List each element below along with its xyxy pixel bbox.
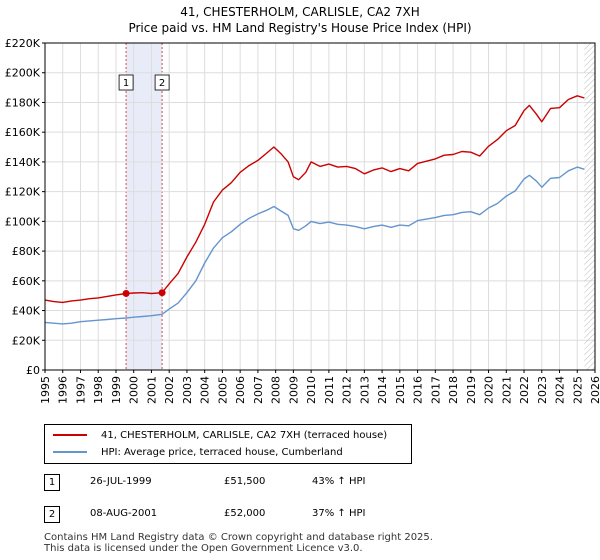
y-tick-label: £180K [5, 96, 41, 109]
sale-point [122, 289, 130, 297]
y-tick-label: £140K [5, 156, 41, 169]
x-tick-label: 2004 [199, 376, 212, 404]
footer-licence: This data is licensed under the Open Gov… [44, 543, 363, 554]
y-tick-label: £20K [12, 334, 41, 347]
x-tick-label: 2000 [128, 376, 141, 404]
x-tick-label: 2005 [216, 376, 229, 404]
forecast-hatch [584, 43, 595, 370]
legend-swatch-hpi [53, 451, 87, 453]
y-tick-label: £160K [5, 126, 41, 139]
x-tick-label: 2021 [500, 376, 513, 404]
x-tick-label: 2003 [181, 376, 194, 404]
sale-date: 08-AUG-2001 [90, 508, 158, 519]
x-tick-label: 1995 [39, 376, 52, 404]
y-tick-label: £60K [12, 275, 41, 288]
x-tick-label: 1996 [57, 376, 70, 404]
footer-copyright: Contains HM Land Registry data © Crown c… [44, 532, 433, 543]
x-tick-label: 2019 [465, 376, 478, 404]
sale-point [158, 289, 166, 297]
x-tick-label: 2001 [145, 376, 158, 404]
x-tick-label: 1997 [74, 376, 87, 404]
x-tick-label: 2011 [323, 376, 336, 404]
x-tick-label: 2018 [447, 376, 460, 404]
chart-title-line2: Price paid vs. HM Land Registry's House … [128, 21, 472, 35]
legend-item-property: 41, CHESTERHOLM, CARLISLE, CA2 7XH (terr… [53, 428, 387, 442]
sale-hpi-change: 37% ↑ HPI [312, 508, 366, 519]
chart-plot: 1 2 £0 £20K £40K £60K £80K £100K £120K £140K £160… [5, 37, 600, 404]
x-tick-label: 2024 [554, 376, 567, 404]
x-tick-label: 2025 [571, 376, 584, 404]
x-tick-label: 2014 [376, 376, 389, 404]
legend-label-hpi: HPI: Average price, terraced house, Cumb… [101, 446, 343, 458]
chart-title-line1: 41, CHESTERHOLM, CARLISLE, CA2 7XH [180, 5, 420, 19]
legend: 41, CHESTERHOLM, CARLISLE, CA2 7XH (terr… [44, 424, 412, 464]
x-tick-label: 2007 [252, 376, 265, 404]
sale-price: £52,000 [224, 508, 266, 519]
sale-label-box [118, 74, 134, 91]
sale-label-box [154, 74, 170, 91]
y-tick-label: £0 [26, 364, 40, 377]
sale-row: 2 08-AUG-2001 £52,000 37% ↑ HPI [44, 506, 444, 524]
x-tick-label: 2020 [483, 376, 496, 404]
x-tick-label: 2009 [287, 376, 300, 404]
x-tick-label: 1999 [110, 376, 123, 404]
y-tick-label: £220K [5, 37, 41, 50]
x-tick-label: 2006 [234, 376, 247, 404]
sale-date: 26-JUL-1999 [90, 476, 152, 487]
plot-frame [44, 42, 596, 371]
sale-number-badge: 2 [44, 506, 60, 523]
sale-number-badge: 1 [44, 474, 60, 491]
sale-row: 1 26-JUL-1999 £51,500 43% ↑ HPI [44, 474, 444, 492]
x-tick-label: 2015 [394, 376, 407, 404]
x-tick-label: 1998 [92, 376, 105, 404]
y-tick-label: £40K [12, 305, 41, 318]
property-series-line [44, 95, 585, 304]
sale-hpi-change: 43% ↑ HPI [312, 476, 366, 487]
y-tick-label: £200K [5, 67, 41, 80]
y-tick-label: £80K [12, 245, 41, 258]
sale-label-text: 2 [159, 78, 165, 89]
x-tick-label: 2008 [270, 376, 283, 404]
legend-label-property: 41, CHESTERHOLM, CARLISLE, CA2 7XH (terr… [101, 429, 388, 441]
sale-period-band [126, 43, 163, 370]
x-tick-label: 2010 [305, 376, 318, 404]
chart-title: 41, CHESTERHOLM, CARLISLE, CA2 7XH Price… [0, 4, 600, 36]
sale-label-text: 1 [123, 78, 129, 89]
legend-item-hpi: HPI: Average price, terraced house, Cumb… [53, 445, 343, 459]
legend-swatch-property [53, 434, 87, 436]
y-tick-label: £120K [5, 186, 41, 199]
x-tick-label: 2002 [163, 376, 176, 404]
x-tick-label: 2012 [341, 376, 354, 404]
footer: Contains HM Land Registry data © Crown c… [44, 532, 433, 554]
hpi-series-line [44, 166, 585, 325]
x-tick-label: 2026 [589, 376, 600, 404]
x-tick-label: 2023 [536, 376, 549, 404]
x-tick-label: 2022 [518, 376, 531, 404]
sale-price: £51,500 [224, 476, 266, 487]
x-tick-label: 2013 [358, 376, 371, 404]
x-tick-label: 2017 [429, 376, 442, 404]
y-tick-label: £100K [5, 215, 41, 228]
x-tick-label: 2016 [412, 376, 425, 404]
